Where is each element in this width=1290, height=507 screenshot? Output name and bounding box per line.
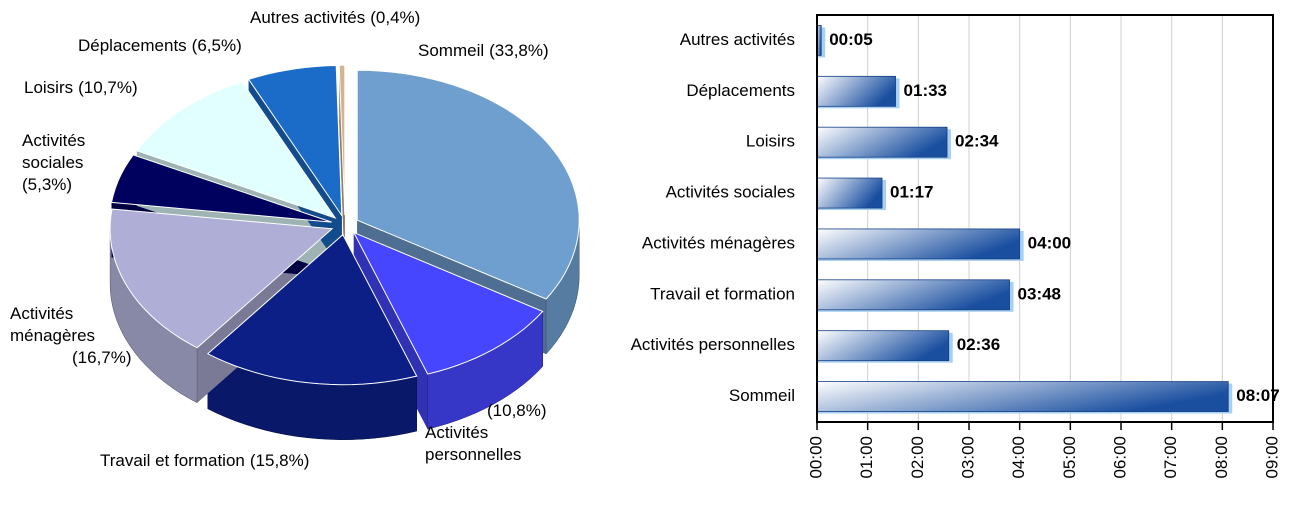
pie-value: (10,7%) — [78, 78, 138, 97]
slice — [247, 64, 343, 218]
pie-label: Activités sociales (5,3%) — [22, 130, 112, 196]
y-tick-label: Activités personnelles — [631, 335, 795, 354]
y-tick-label: Activités sociales — [666, 183, 795, 202]
value-label: 00:05 — [829, 30, 872, 49]
y-tick-label: Activités ménagères — [642, 233, 795, 252]
x-tick-label: 00:00 — [806, 436, 825, 479]
pie-category: Déplacements — [78, 36, 187, 55]
bar — [816, 279, 1010, 311]
x-tick-label: 02:00 — [908, 436, 927, 479]
value-label: 01:17 — [890, 183, 933, 202]
bar — [816, 330, 950, 362]
bar — [816, 126, 948, 158]
slice — [109, 208, 334, 349]
plot-frame — [816, 14, 1274, 423]
pie-category: Sommeil — [418, 41, 485, 60]
pie-label: (10,8%) Activités personnelles — [425, 400, 575, 466]
pie-label: Déplacements (6,5%) — [78, 35, 242, 57]
pie-category: Activités personnelles — [425, 423, 522, 464]
bar — [816, 381, 1229, 412]
x-tick-label: 05:00 — [1060, 436, 1079, 479]
y-tick-label: Sommeil — [729, 386, 795, 405]
slice — [110, 154, 332, 223]
pie-label: Autres activités (0,4%) — [250, 7, 420, 29]
pie-category: Loisirs — [24, 78, 74, 97]
x-tick-label: 08:00 — [1212, 436, 1231, 479]
pie-category: Travail et formation — [100, 451, 245, 470]
slice-wall — [339, 65, 345, 271]
slice — [356, 69, 580, 300]
pie-category: Autres activités — [250, 8, 366, 27]
value-label: 01:33 — [904, 81, 947, 100]
bar — [816, 228, 1021, 260]
y-tick-label: Travail et formation — [650, 284, 795, 303]
pie-value: (16,7%) — [72, 348, 132, 367]
x-tick-label: 03:00 — [958, 436, 977, 479]
pie-value: (10,8%) — [487, 401, 547, 420]
bar — [816, 75, 896, 107]
pie-label: Activités ménagères (16,7%) — [10, 303, 132, 369]
pie-category: Activités sociales — [22, 131, 86, 172]
pie-value: (0,4%) — [370, 8, 421, 27]
bar — [816, 177, 883, 209]
y-tick-label: Déplacements — [686, 81, 795, 100]
value-label: 04:00 — [1028, 233, 1071, 252]
x-tick-label: 01:00 — [857, 436, 876, 479]
pie-value: (6,5%) — [191, 36, 242, 55]
slice — [338, 64, 346, 216]
value-label: 02:34 — [955, 132, 999, 151]
x-tick-label: 04:00 — [1009, 436, 1028, 479]
pie — [109, 64, 580, 440]
pie-label: Travail et formation (15,8%) — [100, 450, 309, 472]
value-label: 03:48 — [1018, 284, 1061, 303]
pie-label: Loisirs (10,7%) — [24, 77, 138, 99]
pie-value: (5,3%) — [22, 175, 73, 194]
pie-value: (15,8%) — [249, 451, 310, 470]
value-label: 08:07 — [1236, 386, 1279, 405]
pie-value: (33,8%) — [489, 41, 549, 60]
y-tick-label: Autres activités — [680, 30, 795, 49]
y-tick-label: Loisirs — [746, 132, 795, 151]
x-tick-label: 06:00 — [1110, 436, 1129, 479]
x-tick-label: 09:00 — [1262, 436, 1281, 479]
value-label: 02:36 — [957, 335, 1000, 354]
slice — [206, 233, 418, 386]
slice — [352, 231, 544, 375]
pie-label: Sommeil (33,8%) — [418, 40, 549, 62]
x-tick-label: 07:00 — [1161, 436, 1180, 479]
slice — [135, 81, 337, 219]
pie-category: Activités ménagères — [10, 304, 96, 345]
